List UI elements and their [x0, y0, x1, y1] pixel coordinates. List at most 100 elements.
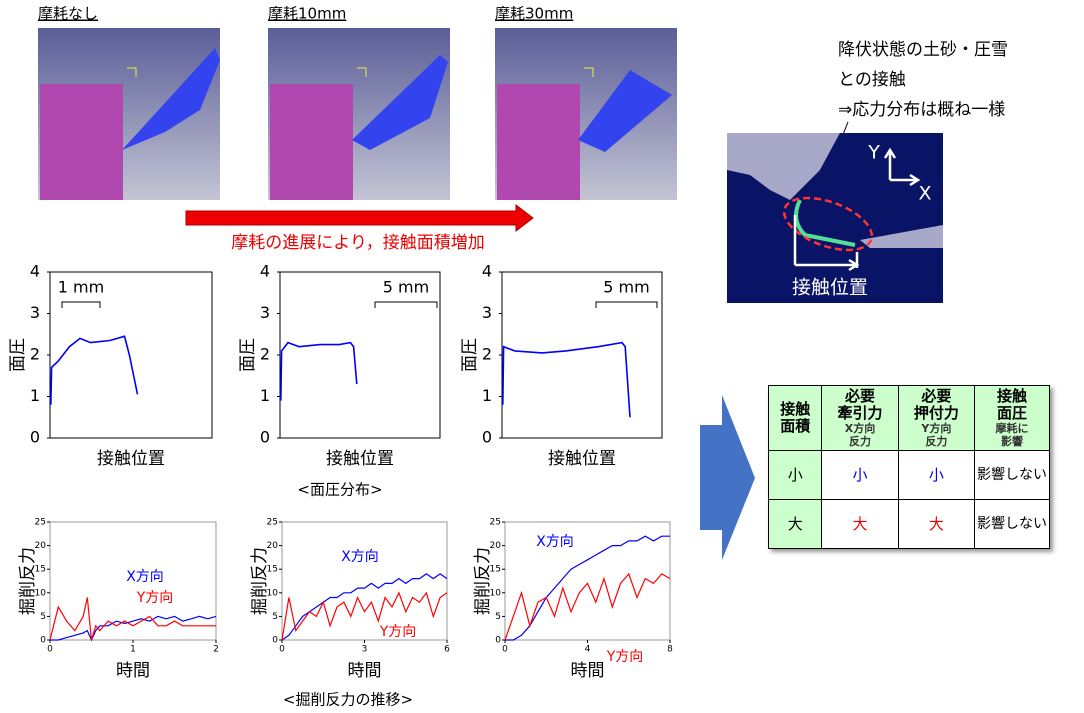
y-tick-label: 3	[260, 303, 270, 322]
table-cell: 小	[898, 451, 974, 500]
header-cell: 接触面積	[769, 386, 822, 451]
pressure-line	[281, 343, 357, 401]
x-tick-label: 1	[130, 645, 136, 655]
header-sub: 反力	[901, 435, 972, 448]
axis-x-label: X	[918, 183, 931, 205]
force-line	[50, 616, 216, 640]
wear-label: 摩耗なし	[38, 5, 98, 23]
arrow-text: 摩耗の進展により，接触面積増加	[231, 233, 484, 253]
header-cell: 必要牽引力X方向反力	[822, 386, 898, 451]
scale-label: 5 mm	[603, 278, 649, 297]
y-axis-label: 面圧	[8, 338, 28, 372]
y-tick-label: 4	[260, 262, 270, 281]
header-text: 面圧	[977, 405, 1047, 422]
x-tick-label: 0	[502, 645, 508, 655]
plot-frame	[50, 272, 212, 438]
axis-y-label: Y	[867, 142, 880, 164]
x-tick-label: 0	[279, 645, 285, 655]
x-tick-label: 0	[47, 645, 53, 655]
header-text: 牽引力	[824, 405, 895, 422]
y-axis-label: 面圧	[238, 338, 258, 372]
x-axis-label: 時間	[116, 661, 150, 681]
y-tick-label: 0	[272, 636, 278, 646]
page: 摩耗なし 摩耗10mm 摩耗30mm 摩耗の進展により，接触面積増加 降伏状態の…	[0, 0, 1084, 713]
y-tick-label: 4	[482, 262, 492, 281]
header-text: 接触	[771, 401, 819, 418]
series-label: X方向	[126, 569, 164, 585]
force-line	[282, 574, 447, 640]
table-cell: 影響しない	[975, 451, 1050, 500]
table-cell: 大	[898, 500, 974, 549]
header-sub: Y方向	[901, 422, 972, 435]
series-label: Y方向	[379, 624, 417, 640]
x-tick-label: 6	[444, 645, 450, 655]
y-tick-label: 2	[260, 345, 270, 364]
y-tick-label: 3	[482, 303, 492, 322]
header-text: 必要	[901, 388, 972, 405]
table-cell: 大	[822, 500, 898, 549]
y-tick-label: 2	[30, 345, 40, 364]
wear-image	[268, 28, 450, 200]
x-axis-label: 接触位置	[326, 449, 394, 469]
table-cell: 影響しない	[975, 500, 1050, 549]
x-axis-label: 時間	[571, 661, 605, 681]
callout-line: ⇒応力分布は概ね一様	[838, 100, 1005, 120]
y-tick-label: 4	[30, 262, 40, 281]
header-sub: 反力	[824, 435, 895, 448]
x-tick-label: 4	[585, 645, 591, 655]
header-sub: 摩耗に	[977, 422, 1047, 435]
wear-label: 摩耗30mm	[495, 5, 573, 23]
table-cell: 小	[822, 451, 898, 500]
progress-arrow	[186, 205, 533, 231]
force-line	[282, 593, 447, 640]
scale-bar	[375, 302, 437, 308]
scale-bar	[62, 302, 100, 308]
y-tick-label: 5	[40, 612, 46, 622]
caption: <掘削反力の推移>	[283, 691, 413, 709]
y-tick-label: 25	[267, 518, 278, 528]
result-arrow	[700, 395, 755, 560]
wear-image	[38, 28, 220, 200]
y-tick-label: 0	[260, 428, 270, 447]
y-tick-label: 0	[40, 636, 46, 646]
y-axis-label: 掘削反力	[250, 547, 270, 615]
header-sub: 影響	[977, 435, 1047, 448]
header-text: 押付力	[901, 405, 972, 422]
y-tick-label: 0	[495, 636, 501, 646]
table-cell: 小	[769, 451, 822, 500]
header-cell: 接触面圧摩耗に影響	[975, 386, 1050, 451]
slide: 摩耗なし 摩耗10mm 摩耗30mm 摩耗の進展により，接触面積増加 降伏状態の…	[0, 0, 1084, 713]
scale-label: 5 mm	[383, 278, 429, 297]
header-sub: X方向	[824, 422, 895, 435]
header-text: 接触	[977, 388, 1047, 405]
header-text: 面積	[771, 418, 819, 435]
series-label: X方向	[341, 549, 379, 565]
y-axis-label: 掘削反力	[18, 547, 38, 615]
plot-frame	[282, 522, 447, 640]
y-tick-label: 25	[35, 518, 46, 528]
x-tick-label: 2	[213, 645, 219, 655]
x-tick-label: 3	[362, 645, 368, 655]
plot-frame	[505, 522, 670, 640]
y-tick-label: 1	[482, 386, 492, 405]
plot-frame	[502, 272, 662, 438]
plot-frame	[280, 272, 440, 438]
y-tick-label: 0	[482, 428, 492, 447]
x-axis-label: 接触位置	[548, 449, 616, 469]
pressure-line	[503, 343, 630, 418]
callout-line: 降伏状態の土砂・圧雪	[838, 40, 1008, 60]
y-tick-label: 25	[490, 518, 501, 528]
force-line	[505, 574, 670, 640]
y-tick-label: 0	[30, 428, 40, 447]
y-tick-label: 1	[260, 386, 270, 405]
y-axis-label: 掘削反力	[473, 547, 493, 615]
wear-image	[495, 28, 677, 200]
y-tick-label: 3	[30, 303, 40, 322]
y-axis-label: 面圧	[460, 338, 480, 372]
pressure-line	[51, 336, 138, 405]
series-label: Y方向	[606, 649, 644, 665]
series-label: X方向	[536, 534, 574, 550]
y-tick-label: 5	[495, 612, 501, 622]
